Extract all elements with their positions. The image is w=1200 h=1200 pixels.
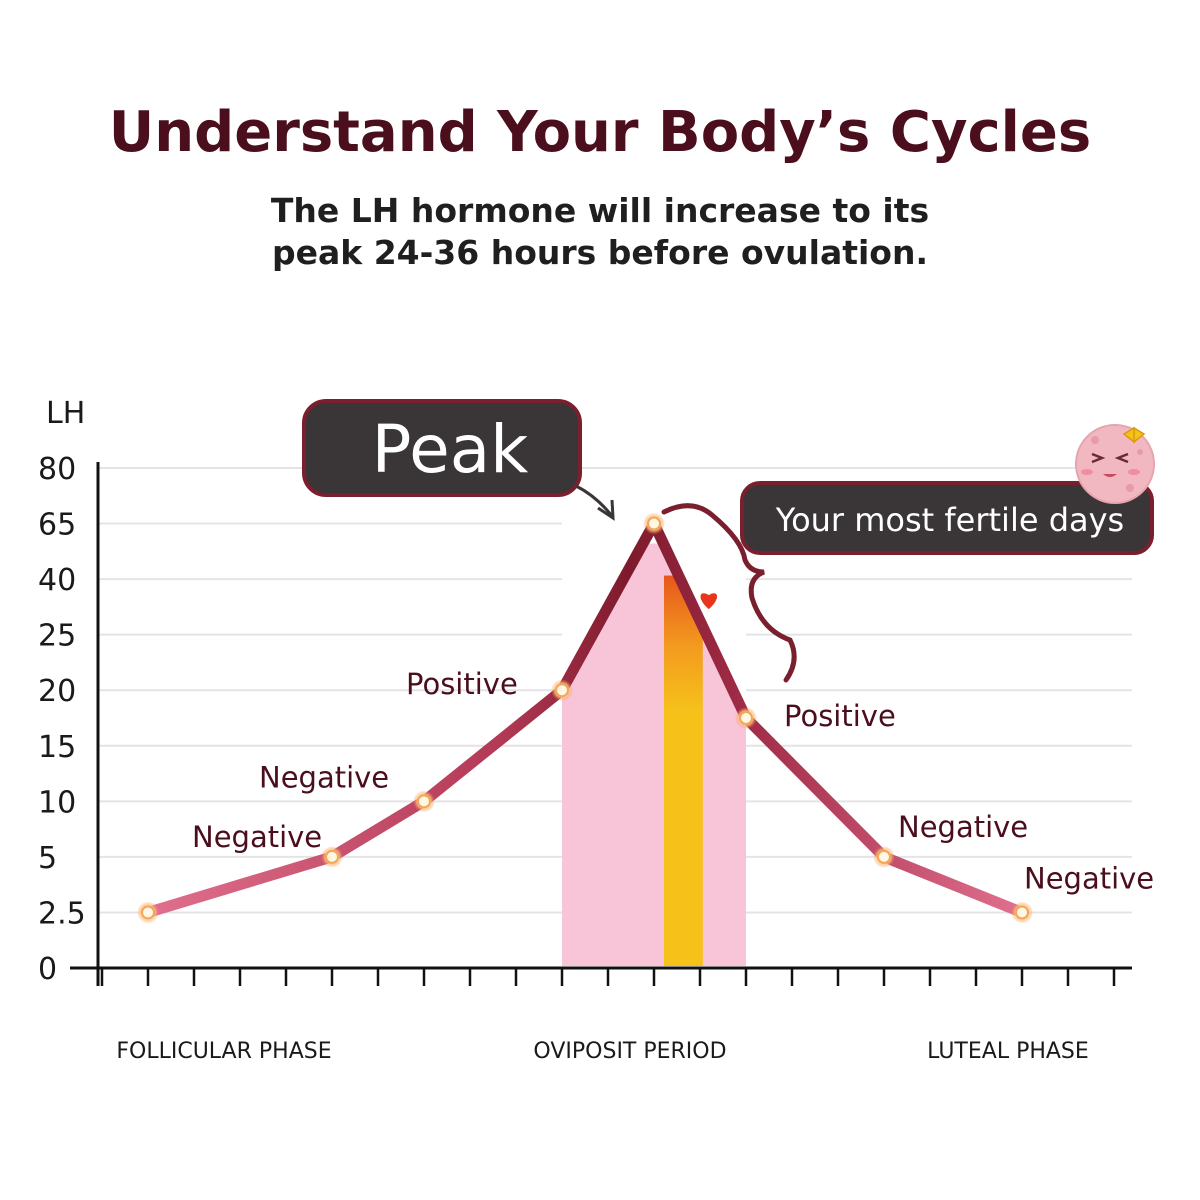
fertile-callout: Your most fertile days bbox=[661, 481, 1154, 683]
fertile-callout-text: Your most fertile days bbox=[775, 501, 1124, 539]
point-label: Negative bbox=[1024, 861, 1154, 895]
bow-icon bbox=[1122, 426, 1146, 444]
y-tick-label: 20 bbox=[38, 674, 76, 709]
point-label: Negative bbox=[192, 820, 322, 854]
point-label: Positive bbox=[784, 699, 896, 733]
label-layer: Negative Negative Positive Positive Negative… bbox=[192, 667, 1154, 895]
peak-callout-box bbox=[302, 399, 582, 497]
subtitle-line-1: The LH hormone will increase to its bbox=[270, 191, 930, 230]
peak-arrow bbox=[575, 484, 614, 517]
y-tick-label: 0 bbox=[38, 952, 57, 987]
heart-icon bbox=[700, 593, 718, 610]
shade-layer bbox=[562, 483, 746, 966]
peak-callout: Peak bbox=[302, 399, 615, 521]
phase-label-follicular: FOLLICULAR PHASE bbox=[116, 1039, 331, 1064]
point-label: Positive bbox=[406, 667, 518, 701]
point-label: Negative bbox=[898, 810, 1028, 844]
data-point bbox=[555, 683, 569, 698]
phase-label-ovulation: OVIPOSIT PERIOD bbox=[533, 1039, 726, 1064]
page-subtitle: The LH hormone will increase to its peak… bbox=[0, 190, 1200, 274]
y-tick-label: 25 bbox=[38, 619, 76, 654]
y-tick-label: 5 bbox=[38, 841, 57, 876]
subtitle-line-2: peak 24-36 hours before ovulation. bbox=[271, 233, 929, 272]
series-layer bbox=[137, 512, 1033, 924]
fertile-callout-box bbox=[740, 481, 1154, 555]
fertile-brace bbox=[661, 503, 797, 683]
shade-mask bbox=[562, 483, 746, 718]
data-point bbox=[739, 711, 753, 725]
phase-label-luteal: LUTEAL PHASE bbox=[927, 1039, 1089, 1064]
peak-callout-text: Peak bbox=[372, 411, 529, 488]
data-point bbox=[647, 516, 661, 531]
lh-series-line bbox=[142, 518, 1028, 918]
axis-layer: 0 2.5 5 10 15 20 25 40 65 80 bbox=[38, 452, 1132, 987]
data-point bbox=[141, 905, 155, 920]
page-title: Understand Your Body’s Cycles bbox=[108, 100, 1092, 165]
peak-arrowhead bbox=[597, 499, 615, 521]
data-point bbox=[1015, 905, 1029, 920]
y-tick-label: 40 bbox=[38, 563, 76, 598]
data-point bbox=[877, 849, 891, 864]
y-tick-label: 15 bbox=[38, 730, 76, 765]
data-point bbox=[325, 849, 339, 864]
y-axis-label: LH bbox=[46, 396, 85, 431]
mascot-face-icon bbox=[1075, 424, 1155, 504]
data-point bbox=[417, 794, 431, 809]
y-tick-label: 2.5 bbox=[38, 896, 86, 931]
y-tick-label: 65 bbox=[38, 508, 76, 543]
ovulation-band bbox=[664, 575, 703, 966]
point-label: Negative bbox=[259, 760, 389, 794]
y-tick-label: 10 bbox=[38, 785, 76, 820]
y-tick-label: 80 bbox=[38, 452, 76, 487]
